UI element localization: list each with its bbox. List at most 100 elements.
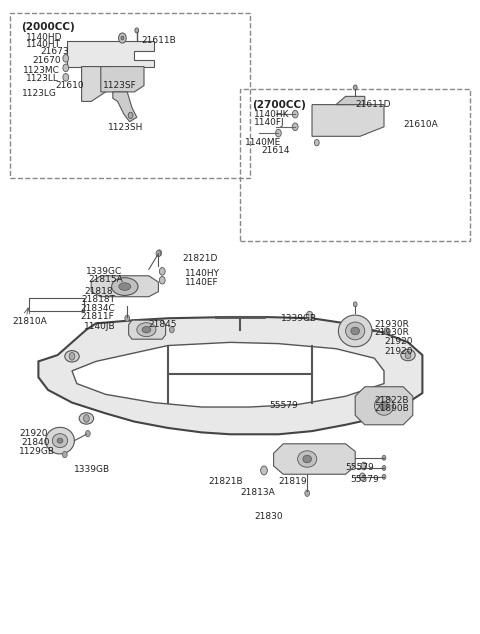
Circle shape [292, 110, 298, 118]
Circle shape [62, 451, 67, 458]
Circle shape [125, 315, 130, 321]
Text: 21890B: 21890B [374, 404, 409, 413]
Ellipse shape [52, 434, 68, 448]
Circle shape [169, 327, 174, 333]
Text: 21821D: 21821D [182, 254, 218, 262]
Circle shape [405, 351, 411, 359]
Text: 1339GB: 1339GB [281, 314, 317, 323]
Ellipse shape [119, 283, 131, 290]
PathPatch shape [336, 96, 365, 105]
Ellipse shape [338, 315, 372, 347]
Text: 21930R: 21930R [374, 328, 409, 337]
Text: 1140EF: 1140EF [185, 278, 218, 287]
Circle shape [261, 466, 267, 475]
Text: 21811F: 21811F [81, 312, 114, 321]
Text: 55579: 55579 [269, 401, 298, 410]
Circle shape [353, 302, 357, 307]
Text: 21610A: 21610A [403, 120, 438, 129]
Text: (2700CC): (2700CC) [252, 100, 306, 110]
Text: 21840: 21840 [22, 438, 50, 447]
Text: 1140ME: 1140ME [245, 138, 281, 147]
Circle shape [159, 276, 165, 284]
Text: 21920: 21920 [19, 429, 48, 438]
PathPatch shape [101, 67, 144, 92]
Text: 21611B: 21611B [142, 36, 176, 45]
PathPatch shape [82, 67, 106, 101]
Ellipse shape [46, 427, 74, 454]
Text: 21830: 21830 [254, 512, 283, 521]
Text: 21920: 21920 [384, 347, 412, 356]
Text: 21818: 21818 [84, 287, 113, 296]
Text: 1140HD: 1140HD [26, 33, 63, 42]
Ellipse shape [137, 323, 156, 337]
Text: 21819: 21819 [278, 477, 307, 486]
Ellipse shape [303, 455, 312, 463]
PathPatch shape [113, 92, 137, 122]
Text: 21610: 21610 [55, 81, 84, 89]
Circle shape [157, 250, 162, 256]
Ellipse shape [386, 411, 401, 423]
Circle shape [305, 490, 310, 496]
PathPatch shape [67, 41, 154, 67]
Text: 21614: 21614 [262, 146, 290, 155]
PathPatch shape [355, 387, 413, 425]
Circle shape [384, 328, 389, 334]
Circle shape [63, 74, 69, 81]
Text: 21815A: 21815A [89, 275, 123, 284]
PathPatch shape [72, 342, 384, 407]
Circle shape [84, 415, 89, 422]
Ellipse shape [351, 327, 360, 335]
Text: 1140JB: 1140JB [84, 322, 116, 331]
Text: 1140HY: 1140HY [185, 269, 220, 278]
Text: 21822B: 21822B [374, 396, 409, 405]
Ellipse shape [298, 451, 317, 467]
Circle shape [306, 311, 313, 320]
PathPatch shape [274, 444, 355, 474]
Text: 55579: 55579 [346, 463, 374, 472]
Ellipse shape [346, 322, 365, 340]
Text: 21845: 21845 [149, 320, 177, 329]
Text: 1140HT: 1140HT [26, 40, 61, 49]
Ellipse shape [57, 438, 63, 443]
Ellipse shape [401, 349, 415, 361]
Text: 21611D: 21611D [355, 100, 391, 108]
Ellipse shape [111, 278, 138, 295]
PathPatch shape [91, 276, 158, 297]
Text: 1140HK: 1140HK [254, 110, 290, 119]
Circle shape [361, 462, 367, 470]
Text: 21670: 21670 [33, 56, 61, 65]
Circle shape [121, 36, 124, 40]
Circle shape [314, 139, 319, 146]
Circle shape [63, 55, 69, 62]
Text: 1140FJ: 1140FJ [254, 118, 285, 127]
Text: 21673: 21673 [41, 47, 70, 56]
Text: 55579: 55579 [350, 476, 379, 484]
Text: 21810A: 21810A [12, 317, 47, 326]
Text: 21920: 21920 [384, 337, 412, 346]
Circle shape [360, 473, 365, 481]
Circle shape [156, 250, 161, 257]
PathPatch shape [312, 105, 384, 136]
Text: 1123MC: 1123MC [23, 66, 60, 75]
Circle shape [119, 33, 126, 43]
Circle shape [159, 268, 165, 275]
Circle shape [391, 413, 396, 421]
Circle shape [353, 85, 357, 90]
Text: 1123LL: 1123LL [26, 74, 59, 82]
Circle shape [357, 405, 363, 413]
Text: 1123SF: 1123SF [103, 81, 137, 89]
Circle shape [69, 353, 75, 360]
Text: 21821B: 21821B [209, 477, 243, 486]
Ellipse shape [374, 396, 394, 415]
Circle shape [382, 455, 386, 460]
Circle shape [382, 474, 386, 479]
Text: 1129GB: 1129GB [19, 447, 55, 456]
Ellipse shape [79, 413, 94, 424]
Circle shape [85, 430, 90, 437]
Text: 1123SH: 1123SH [108, 123, 144, 132]
Circle shape [292, 123, 298, 131]
Ellipse shape [142, 327, 151, 333]
Circle shape [135, 28, 139, 33]
Circle shape [63, 64, 69, 72]
Text: 21834C: 21834C [81, 304, 115, 313]
